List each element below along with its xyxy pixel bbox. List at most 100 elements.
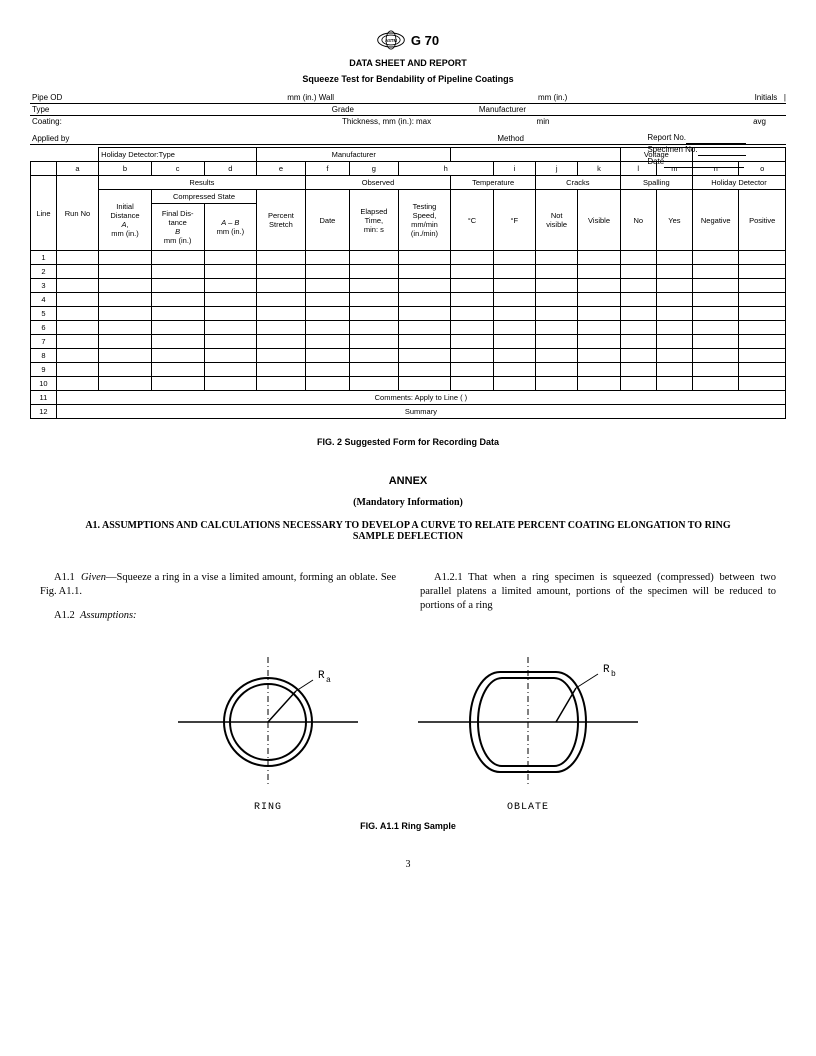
row-num: 8: [31, 349, 57, 363]
table-row: 9: [31, 363, 786, 377]
ring-caption: RING: [178, 802, 358, 813]
row-num: 5: [31, 307, 57, 321]
data-cell: [739, 363, 786, 377]
svg-text:b: b: [611, 670, 616, 679]
ring-figure: R a RING: [178, 652, 358, 813]
letter-f: f: [305, 162, 349, 176]
col-deg-f: °F: [493, 190, 535, 251]
row-num: 7: [31, 335, 57, 349]
data-cell: [305, 335, 349, 349]
data-cell: [656, 265, 692, 279]
data-cell: [398, 265, 451, 279]
data-cell: [398, 279, 451, 293]
data-cell: [305, 377, 349, 391]
data-cell: [99, 349, 152, 363]
data-cell: [204, 293, 257, 307]
data-cell: [692, 251, 738, 265]
data-cell: [151, 293, 204, 307]
max-label: max: [416, 117, 431, 126]
data-cell: [305, 363, 349, 377]
data-cell: [620, 377, 656, 391]
data-cell: [204, 377, 257, 391]
data-cell: [350, 293, 399, 307]
col-date: Date: [305, 190, 349, 251]
col-right: A1.2.1 That when a ring specimen is sque…: [420, 560, 776, 634]
data-cell: [656, 363, 692, 377]
mm-in-label: mm (in.): [538, 93, 567, 102]
data-cell: [398, 307, 451, 321]
table-row: 8: [31, 349, 786, 363]
table-row: 1: [31, 251, 786, 265]
row-num: 9: [31, 363, 57, 377]
data-cell: [257, 349, 306, 363]
data-cell: [99, 307, 152, 321]
table-row: 4: [31, 293, 786, 307]
report-no-label: Report No.: [647, 133, 686, 142]
type-label: Type: [32, 105, 49, 114]
data-cell: [493, 251, 535, 265]
data-cell: [305, 265, 349, 279]
data-cell: [204, 363, 257, 377]
data-cell: [56, 265, 98, 279]
data-cell: [398, 363, 451, 377]
table-row: 3: [31, 279, 786, 293]
col-percent-stretch: Percent Stretch: [257, 190, 306, 251]
fig-a11-caption: FIG. A1.1 Ring Sample: [30, 821, 786, 831]
data-cell: [398, 251, 451, 265]
data-cell: [99, 279, 152, 293]
data-cell: [350, 363, 399, 377]
data-cell: [204, 251, 257, 265]
data-cell: [536, 265, 578, 279]
data-cell: [536, 377, 578, 391]
letter-h: h: [398, 162, 493, 176]
col-testing-speed: TestingSpeed,mm/min(in./min): [398, 190, 451, 251]
data-cell: [739, 377, 786, 391]
data-cell: [350, 265, 399, 279]
data-cell: [451, 321, 493, 335]
row-summary: 12 Summary: [31, 405, 786, 419]
oblate-caption: OBLATE: [418, 802, 638, 813]
svg-text:a: a: [326, 676, 331, 685]
table-row: 10: [31, 377, 786, 391]
col-elapsed-time: ElapsedTime,min: s: [350, 190, 399, 251]
data-cell: [350, 335, 399, 349]
manufacturer-label: Manufacturer: [479, 105, 526, 114]
col-not-visible: Notvisible: [536, 190, 578, 251]
data-cell: [578, 265, 620, 279]
data-cell: [451, 335, 493, 349]
data-cell: [257, 363, 306, 377]
col-final-distance: Final Dis-tanceBmm (in.): [151, 204, 204, 251]
thickness-label: Thickness, mm (in.):: [342, 117, 414, 126]
letter-g: g: [350, 162, 399, 176]
data-cell: [151, 265, 204, 279]
letter-k: k: [578, 162, 620, 176]
table-row: 7: [31, 335, 786, 349]
body-columns: A1.1 Given—Squeeze a ring in a vise a li…: [40, 560, 776, 634]
data-cell: [578, 349, 620, 363]
col-a-minus-b: A – Bmm (in.): [204, 204, 257, 251]
grp-cracks: Cracks: [536, 176, 621, 190]
para-a121: A1.2.1 That when a ring specimen is sque…: [420, 571, 776, 614]
col-yes: Yes: [656, 190, 692, 251]
oblate-figure: R b OBLATE: [418, 652, 638, 813]
data-cell: [493, 377, 535, 391]
grp-temperature: Temperature: [451, 176, 536, 190]
svg-text:ASTM: ASTM: [385, 38, 397, 43]
grade-label: Grade: [332, 105, 354, 114]
data-cell: [656, 307, 692, 321]
row12-num: 12: [31, 405, 57, 419]
data-cell: [451, 307, 493, 321]
table-row: 2: [31, 265, 786, 279]
form-title-2: Squeeze Test for Bendability of Pipeline…: [30, 74, 786, 84]
data-cell: [536, 279, 578, 293]
hdr-row-groups: Line Run No Results Observed Temperature…: [31, 176, 786, 190]
table-row: 5: [31, 307, 786, 321]
data-cell: [451, 377, 493, 391]
data-cell: [398, 377, 451, 391]
data-cell: [493, 293, 535, 307]
data-cell: [620, 321, 656, 335]
data-cell: [620, 363, 656, 377]
data-cell: [656, 279, 692, 293]
data-cell: [56, 377, 98, 391]
grp-observed: Observed: [305, 176, 451, 190]
